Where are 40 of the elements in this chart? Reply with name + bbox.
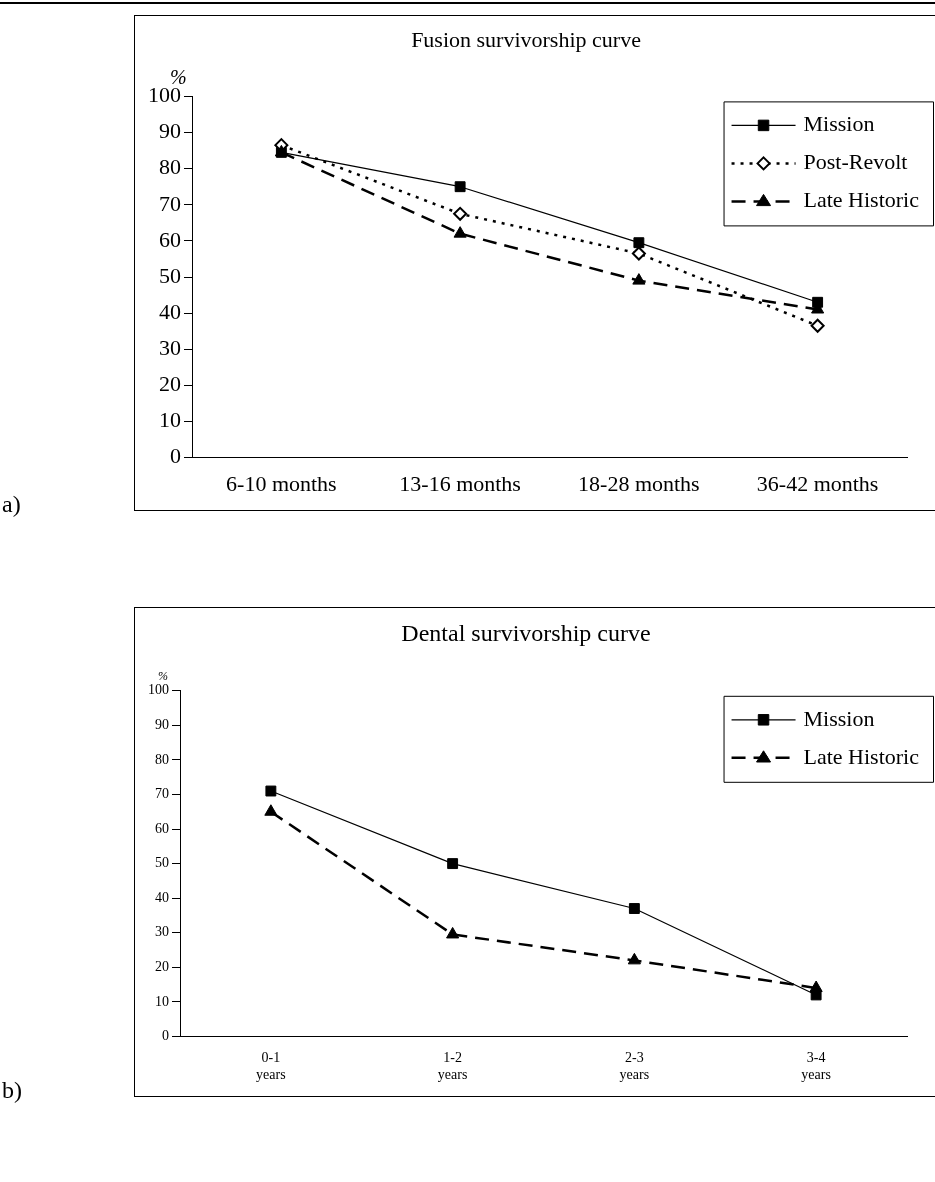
y-tick-label: 90 xyxy=(155,717,169,733)
chart-title: Dental survivorship curve xyxy=(401,619,651,646)
y-tick-label: 30 xyxy=(155,924,169,940)
x-tick-label: 13-16 months xyxy=(399,470,521,496)
text: b) xyxy=(2,1077,22,1104)
legend-label: Late Historic xyxy=(803,187,920,213)
y-tick-label: 50 xyxy=(155,855,169,871)
x-tick-label: 36-42 months xyxy=(756,470,879,496)
y-tick-label: 0 xyxy=(162,1028,169,1044)
legend-label: Late Historic xyxy=(803,743,920,769)
y-tick-label: 40 xyxy=(159,298,181,324)
y-tick-label: 10 xyxy=(159,407,181,433)
y-tick-label: 0 xyxy=(170,443,181,469)
x-tick-label: 0-1 years xyxy=(256,1050,286,1083)
legend-label: Mission xyxy=(803,705,875,731)
y-tick-label: 90 xyxy=(159,118,181,144)
y-tick-label: 100 xyxy=(148,682,169,698)
y-tick-label: 60 xyxy=(159,226,181,252)
y-tick-label: 40 xyxy=(155,889,169,905)
x-tick-label: 2-3 years xyxy=(619,1050,650,1083)
y-tick-label: 50 xyxy=(159,262,181,288)
legend-label: Mission xyxy=(803,111,875,137)
y-tick-label: 80 xyxy=(155,751,169,767)
y-axis-title: % xyxy=(158,668,168,683)
y-tick-label: 80 xyxy=(159,154,181,180)
y-tick-label: 70 xyxy=(155,786,169,802)
y-axis-title: % xyxy=(170,65,187,88)
chart-title: Fusion survivorship curve xyxy=(411,26,641,52)
y-tick-label: 60 xyxy=(155,820,169,836)
y-tick-label: 20 xyxy=(159,371,181,397)
y-tick-label: 30 xyxy=(159,335,181,361)
y-tick-label: 20 xyxy=(155,958,169,974)
y-tick-label: 70 xyxy=(159,190,181,216)
x-tick-label: 18-28 months xyxy=(578,470,700,496)
y-tick-label: 10 xyxy=(155,993,169,1009)
text: a) xyxy=(2,491,21,518)
x-tick-label: 1-2 years xyxy=(437,1050,468,1083)
legend-label: Post-Revolt xyxy=(803,149,908,175)
x-tick-label: 6-10 months xyxy=(226,470,337,496)
x-tick-label: 3-4 years xyxy=(801,1050,831,1083)
